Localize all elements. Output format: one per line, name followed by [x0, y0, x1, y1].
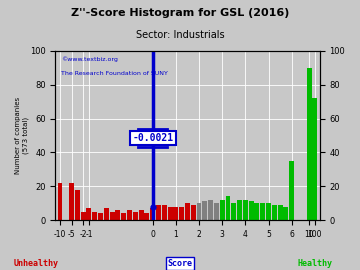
Bar: [289, 161, 294, 220]
Bar: [121, 213, 126, 220]
Bar: [283, 207, 288, 220]
Y-axis label: Number of companies
(573 total): Number of companies (573 total): [15, 97, 28, 174]
Bar: [98, 213, 103, 220]
Bar: [202, 201, 207, 220]
Bar: [278, 205, 283, 220]
Bar: [185, 203, 190, 220]
Bar: [81, 212, 86, 220]
Bar: [86, 208, 91, 220]
Text: -0.0021: -0.0021: [133, 133, 174, 143]
Bar: [162, 205, 167, 220]
Bar: [312, 98, 318, 220]
Bar: [220, 200, 225, 220]
Text: ©www.textbiz.org: ©www.textbiz.org: [60, 56, 117, 62]
Bar: [116, 210, 120, 220]
Bar: [127, 210, 132, 220]
Bar: [237, 200, 242, 220]
Bar: [214, 203, 219, 220]
Text: The Research Foundation of SUNY: The Research Foundation of SUNY: [60, 71, 167, 76]
Text: Unhealthy: Unhealthy: [14, 259, 58, 268]
Bar: [168, 207, 172, 220]
Text: Score: Score: [167, 259, 193, 268]
Bar: [174, 207, 178, 220]
Bar: [260, 203, 265, 220]
Bar: [249, 201, 254, 220]
Bar: [243, 200, 248, 220]
Bar: [133, 212, 138, 220]
Bar: [191, 205, 196, 220]
Bar: [139, 210, 144, 220]
Text: Sector: Industrials: Sector: Industrials: [136, 30, 224, 40]
Bar: [150, 208, 155, 220]
Bar: [225, 196, 230, 220]
Bar: [208, 200, 213, 220]
Bar: [197, 203, 202, 220]
Bar: [92, 212, 97, 220]
Bar: [231, 203, 236, 220]
Bar: [144, 213, 149, 220]
Bar: [110, 212, 114, 220]
Bar: [255, 203, 260, 220]
Text: Healthy: Healthy: [297, 259, 333, 268]
Bar: [307, 68, 311, 220]
Bar: [69, 183, 74, 220]
Text: Z''-Score Histogram for GSL (2016): Z''-Score Histogram for GSL (2016): [71, 8, 289, 18]
Bar: [75, 190, 80, 220]
Bar: [104, 208, 109, 220]
Bar: [272, 205, 277, 220]
Bar: [266, 203, 271, 220]
Bar: [58, 183, 62, 220]
Bar: [156, 205, 161, 220]
Bar: [179, 207, 184, 220]
